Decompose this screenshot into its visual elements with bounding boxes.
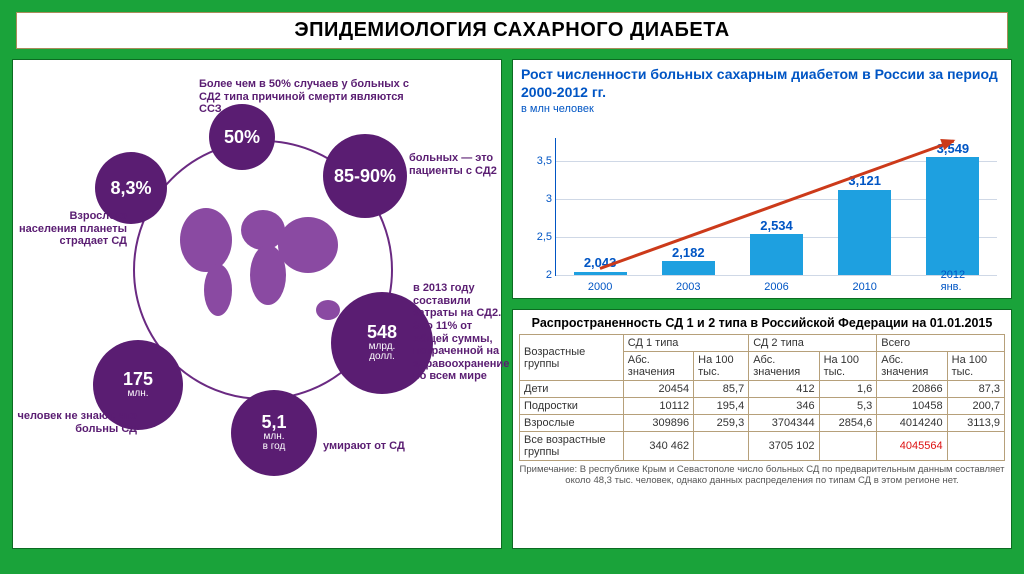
table-cell: 3113,9 xyxy=(947,415,1004,432)
table-row: Подростки10112195,43465,310458200,7 xyxy=(520,398,1005,415)
table-footnote: Примечание: В республике Крым и Севастоп… xyxy=(519,464,1005,487)
chart-gridline xyxy=(556,275,997,276)
table-cell: Взрослые xyxy=(520,415,624,432)
chart-bar-label: 2,534 xyxy=(760,218,793,233)
table-header: СД 1 типа xyxy=(623,335,748,352)
chart-bar xyxy=(662,261,715,275)
table-cell: 259,3 xyxy=(694,415,749,432)
page-title-bar: ЭПИДЕМИОЛОГИЯ САХАРНОГО ДИАБЕТА xyxy=(16,12,1008,49)
annotation-a1: Более чем в 50% случаев у больных с СД2 … xyxy=(199,78,429,116)
annotation-a5: человек не знают, что больны СД xyxy=(17,410,137,435)
table-cell: 200,7 xyxy=(947,398,1004,415)
table-cell: 4045564 xyxy=(877,432,947,461)
chart-ytick: 2,5 xyxy=(522,231,552,243)
table-row: Взрослые309896259,337043442854,640142403… xyxy=(520,415,1005,432)
table-subheader: На 100 тыс. xyxy=(819,352,877,381)
table-panel: Распространенность СД 1 и 2 типа в Росси… xyxy=(512,309,1012,549)
table-cell: 2854,6 xyxy=(819,415,877,432)
chart-plot-area: 22,533,52,04320002,18220032,53420063,121… xyxy=(555,138,997,276)
table-header: Возрастные группы xyxy=(520,335,624,381)
table-header: СД 2 типа xyxy=(749,335,877,352)
chart-ytick: 3 xyxy=(522,193,552,205)
annotation-a4: умирают от СД xyxy=(323,440,443,453)
table-cell: 3705 102 xyxy=(749,432,819,461)
content-row: 8,3%50%85-90%548млрд.долл.175млн.5,1млн.… xyxy=(8,59,1016,549)
table-cell: 4014240 xyxy=(877,415,947,432)
bar-chart-panel: Рост численности больных сахарным диабет… xyxy=(512,59,1012,299)
table-subheader: Абс. значения xyxy=(623,352,693,381)
table-cell: 87,3 xyxy=(947,381,1004,398)
chart-bar xyxy=(574,272,627,275)
table-total-row: Все возрастные группы340 462 3705 102 4045… xyxy=(520,432,1005,461)
table-subheader: Абс. значения xyxy=(749,352,819,381)
chart-bar xyxy=(750,234,803,275)
chart-ytick: 3,5 xyxy=(522,155,552,167)
table-cell: 20866 xyxy=(877,381,947,398)
chart-xlabel: 2012янв. xyxy=(941,269,965,293)
world-map-icon xyxy=(168,190,358,350)
table-cell: 10112 xyxy=(623,398,693,415)
table-cell: 195,4 xyxy=(694,398,749,415)
annotation-a3: в 2013 году составили затраты на СД2. Эт… xyxy=(413,282,505,383)
table-cell: 309896 xyxy=(623,415,693,432)
table-title: Распространенность СД 1 и 2 типа в Росси… xyxy=(519,316,1005,330)
table-row: Дети2045485,74121,62086687,3 xyxy=(520,381,1005,398)
chart-xlabel: 2010 xyxy=(852,281,876,293)
chart-ytick: 2 xyxy=(522,269,552,281)
chart-xlabel: 2003 xyxy=(676,281,700,293)
table-subheader: Абс. значения xyxy=(877,352,947,381)
table-cell xyxy=(819,432,877,461)
chart-bar xyxy=(926,157,979,275)
bubble-b8590: 85-90% xyxy=(323,134,407,218)
annotation-a6: Взрослого населения планеты страдает СД xyxy=(17,210,127,248)
table-cell: 85,7 xyxy=(694,381,749,398)
table-subheader: На 100 тыс. xyxy=(694,352,749,381)
infographic-panel: 8,3%50%85-90%548млрд.долл.175млн.5,1млн.… xyxy=(12,59,502,549)
chart-subtitle: в млн человек xyxy=(521,103,1003,115)
table-cell: 10458 xyxy=(877,398,947,415)
table-cell: Подростки xyxy=(520,398,624,415)
table-cell: 1,6 xyxy=(819,381,877,398)
chart-bar-label: 2,182 xyxy=(672,245,705,260)
table-cell: 20454 xyxy=(623,381,693,398)
table-cell: 412 xyxy=(749,381,819,398)
chart-xlabel: 2006 xyxy=(764,281,788,293)
annotation-a2: больных — это пациенты с СД2 xyxy=(409,152,509,177)
right-column: Рост численности больных сахарным диабет… xyxy=(512,59,1012,549)
page-title: ЭПИДЕМИОЛОГИЯ САХАРНОГО ДИАБЕТА xyxy=(17,19,1007,42)
table-cell: 5,3 xyxy=(819,398,877,415)
table-cell: Дети xyxy=(520,381,624,398)
table-cell xyxy=(694,432,749,461)
chart-title: Рост численности больных сахарным диабет… xyxy=(521,66,1003,101)
table-cell: 3704344 xyxy=(749,415,819,432)
chart-xlabel: 2000 xyxy=(588,281,612,293)
table-cell: 340 462 xyxy=(623,432,693,461)
bubble-b51: 5,1млн.в год xyxy=(231,390,317,476)
prevalence-table: Возрастные группыСД 1 типаСД 2 типаВсего… xyxy=(519,334,1005,461)
table-cell xyxy=(947,432,1004,461)
table-header: Всего xyxy=(877,335,1005,352)
table-cell: 346 xyxy=(749,398,819,415)
table-cell: Все возрастные группы xyxy=(520,432,624,461)
table-subheader: На 100 тыс. xyxy=(947,352,1004,381)
chart-bar xyxy=(838,190,891,275)
